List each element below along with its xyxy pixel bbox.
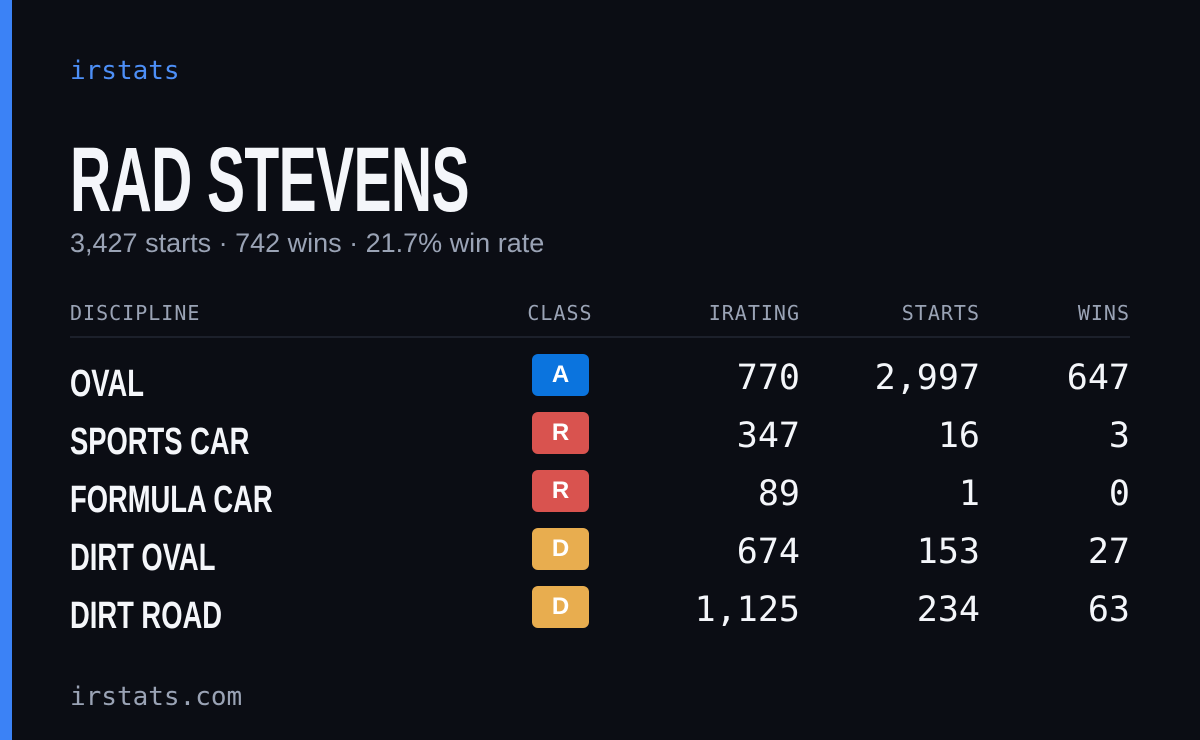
class-badge: D [532,586,589,628]
starts-value: 234 [916,590,980,630]
irating-value: 770 [736,358,800,398]
starts-value: 1 [958,474,980,514]
class-badge: D [532,528,589,570]
class-badge: A [532,354,589,396]
discipline: SPORTS CAR [70,421,250,463]
starts-value: 16 [937,416,980,456]
discipline: DIRT OVAL [70,537,216,579]
wins-value: 3 [1108,416,1130,456]
irating-value: 89 [757,474,800,514]
column-header: DISCIPLINE [70,301,201,325]
irating-value: 674 [736,532,800,572]
footer: irstats.com [70,682,243,712]
driver-name: RAD STEVENS [70,129,469,231]
wins-value: 647 [1066,358,1130,398]
column-header: IRATING [708,301,800,325]
accent-bar [0,0,12,740]
starts-value: 2,997 [874,358,980,398]
driver-summary: 3,427 starts · 742 wins · 21.7% win rate [70,228,545,258]
discipline: OVAL [70,363,144,405]
header-rule [70,336,1130,338]
column-header: CLASS [527,301,593,325]
column-header: WINS [1077,301,1130,325]
discipline: DIRT ROAD [70,595,222,637]
irating-value: 347 [736,416,800,456]
wins-value: 27 [1087,532,1130,572]
wins-value: 0 [1108,474,1130,514]
class-badge: R [532,412,589,454]
starts-value: 153 [916,532,980,572]
wins-value: 63 [1087,590,1130,630]
column-header: STARTS [901,301,980,325]
irating-value: 1,125 [694,590,800,630]
brand: irstats [70,56,180,86]
class-badge: R [532,470,589,512]
discipline: FORMULA CAR [70,479,273,521]
